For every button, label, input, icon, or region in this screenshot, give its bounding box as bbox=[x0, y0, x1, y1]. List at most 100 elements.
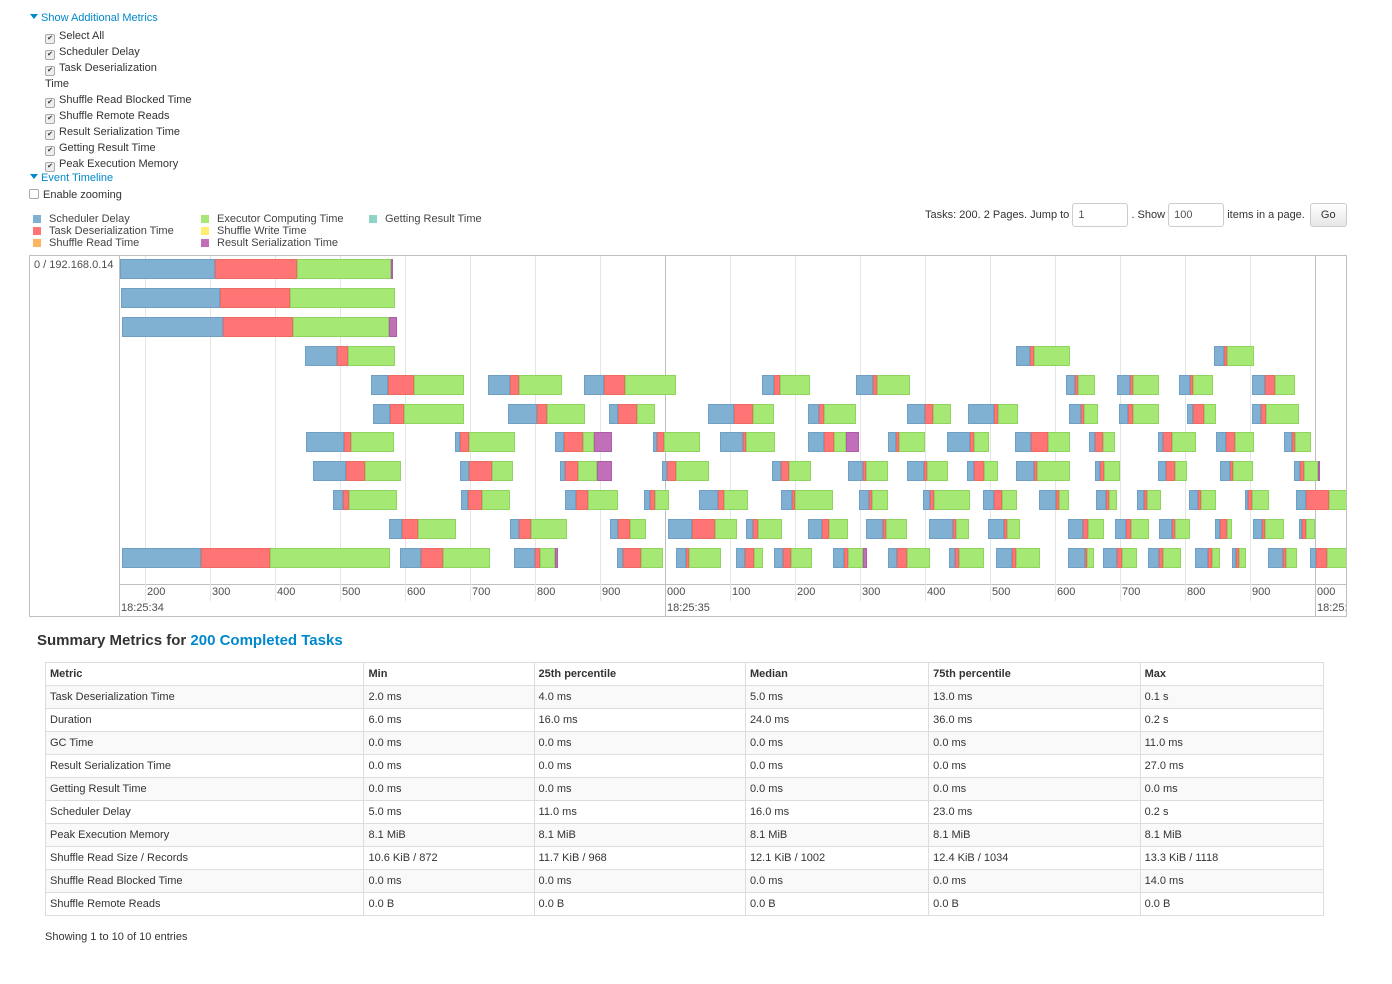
executor-computing-segment[interactable] bbox=[1086, 548, 1095, 568]
task-deserialization-segment[interactable] bbox=[1081, 403, 1085, 424]
task-deserialization-segment[interactable] bbox=[1172, 519, 1176, 540]
scheduler-delay-segment[interactable] bbox=[583, 374, 604, 395]
scheduler-delay-segment[interactable] bbox=[1159, 519, 1173, 540]
executor-computing-segment[interactable] bbox=[828, 519, 849, 540]
scheduler-delay-segment[interactable] bbox=[1253, 519, 1262, 540]
task-deserialization-segment[interactable] bbox=[388, 374, 415, 395]
executor-computing-segment[interactable] bbox=[347, 345, 396, 366]
executor-computing-segment[interactable] bbox=[364, 461, 402, 482]
scheduler-delay-segment[interactable] bbox=[967, 403, 994, 424]
task-deserialization-segment[interactable] bbox=[824, 432, 835, 453]
executor-computing-segment[interactable] bbox=[1201, 490, 1217, 511]
scheduler-delay-segment[interactable] bbox=[1038, 490, 1057, 511]
executor-computing-segment[interactable] bbox=[834, 432, 846, 453]
scheduler-delay-segment[interactable] bbox=[371, 374, 389, 395]
scheduler-delay-segment[interactable] bbox=[746, 519, 753, 540]
task-deserialization-segment[interactable] bbox=[1125, 519, 1132, 540]
scheduler-delay-segment[interactable] bbox=[832, 548, 844, 568]
scheduler-delay-segment[interactable] bbox=[982, 490, 994, 511]
task-deserialization-segment[interactable] bbox=[869, 490, 872, 511]
metric-option[interactable]: ✔ Peak Execution Memory bbox=[45, 156, 178, 172]
page-size-input[interactable]: 100 bbox=[1168, 203, 1225, 228]
task-deserialization-segment[interactable] bbox=[1207, 548, 1213, 568]
executor-computing-segment[interactable] bbox=[754, 548, 764, 568]
checkbox-checked-icon[interactable]: ✔ bbox=[45, 66, 55, 76]
task-deserialization-segment[interactable] bbox=[897, 548, 907, 568]
executor-computing-segment[interactable] bbox=[531, 519, 567, 540]
executor-computing-segment[interactable] bbox=[1305, 519, 1316, 540]
executor-computing-segment[interactable] bbox=[418, 519, 456, 540]
executor-computing-segment[interactable] bbox=[848, 548, 864, 568]
executor-computing-segment[interactable] bbox=[746, 432, 775, 453]
task-deserialization-segment[interactable] bbox=[1127, 403, 1133, 424]
scheduler-delay-segment[interactable] bbox=[906, 403, 925, 424]
executor-computing-segment[interactable] bbox=[1133, 403, 1160, 424]
executor-computing-segment[interactable] bbox=[956, 519, 970, 540]
task-deserialization-segment[interactable] bbox=[1316, 548, 1327, 568]
metric-option[interactable]: ✔ Select All bbox=[45, 28, 104, 44]
scheduler-delay-segment[interactable] bbox=[507, 403, 537, 424]
executor-computing-segment[interactable] bbox=[492, 461, 513, 482]
scheduler-delay-segment[interactable] bbox=[1251, 374, 1265, 395]
scheduler-delay-segment[interactable] bbox=[609, 519, 619, 540]
task-deserialization-segment[interactable] bbox=[657, 432, 664, 453]
column-header[interactable]: Median bbox=[744, 662, 930, 686]
executor-computing-segment[interactable] bbox=[789, 461, 812, 482]
scheduler-delay-segment[interactable] bbox=[1186, 403, 1193, 424]
executor-computing-segment[interactable] bbox=[795, 490, 833, 511]
task-deserialization-segment[interactable] bbox=[468, 490, 482, 511]
scheduler-delay-segment[interactable] bbox=[1251, 403, 1262, 424]
task-deserialization-segment[interactable] bbox=[1144, 490, 1148, 511]
task-deserialization-segment[interactable] bbox=[1261, 403, 1267, 424]
task-deserialization-segment[interactable] bbox=[718, 490, 725, 511]
metric-option[interactable]: ✔ Getting Result Time bbox=[45, 140, 156, 156]
scheduler-delay-segment[interactable] bbox=[1179, 374, 1191, 395]
task-deserialization-segment[interactable] bbox=[969, 432, 974, 453]
scheduler-delay-segment[interactable] bbox=[122, 316, 224, 337]
task-deserialization-segment[interactable] bbox=[535, 548, 541, 568]
task-deserialization-segment[interactable] bbox=[1095, 432, 1104, 453]
event-timeline[interactable]: 0 / 192.168.0.14 200 300 400 500 600 700 800 90… bbox=[29, 255, 1347, 617]
executor-computing-segment[interactable] bbox=[624, 374, 677, 395]
executor-computing-segment[interactable] bbox=[791, 548, 812, 568]
metric-option[interactable]: ✔ Result Serialization Time bbox=[45, 124, 180, 140]
scheduler-delay-segment[interactable] bbox=[460, 461, 469, 482]
scheduler-delay-segment[interactable] bbox=[488, 374, 511, 395]
executor-computing-segment[interactable] bbox=[1036, 461, 1070, 482]
task-deserialization-segment[interactable] bbox=[783, 548, 792, 568]
executor-computing-segment[interactable] bbox=[1274, 374, 1295, 395]
executor-computing-segment[interactable] bbox=[689, 548, 721, 568]
scheduler-delay-segment[interactable] bbox=[399, 548, 422, 568]
executor-computing-segment[interactable] bbox=[871, 490, 888, 511]
result-serialization-segment[interactable] bbox=[863, 548, 868, 568]
task-deserialization-segment[interactable] bbox=[993, 490, 1002, 511]
task-deserialization-segment[interactable] bbox=[1264, 374, 1275, 395]
scheduler-delay-segment[interactable] bbox=[947, 432, 970, 453]
scheduler-delay-segment[interactable] bbox=[1214, 345, 1225, 366]
checkbox-checked-icon[interactable]: ✔ bbox=[45, 114, 55, 124]
executor-computing-segment[interactable] bbox=[540, 548, 556, 568]
scheduler-delay-segment[interactable] bbox=[1157, 432, 1163, 453]
task-deserialization-segment[interactable] bbox=[954, 548, 959, 568]
scheduler-delay-segment[interactable] bbox=[555, 432, 565, 453]
scheduler-delay-segment[interactable] bbox=[887, 432, 896, 453]
executor-computing-segment[interactable] bbox=[1047, 432, 1070, 453]
task-deserialization-segment[interactable] bbox=[744, 548, 755, 568]
executor-computing-segment[interactable] bbox=[414, 374, 465, 395]
task-deserialization-segment[interactable] bbox=[1034, 461, 1037, 482]
scheduler-delay-segment[interactable] bbox=[1066, 374, 1076, 395]
task-deserialization-segment[interactable] bbox=[863, 461, 866, 482]
scheduler-delay-segment[interactable] bbox=[1095, 461, 1100, 482]
executor-computing-segment[interactable] bbox=[1147, 490, 1161, 511]
task-deserialization-segment[interactable] bbox=[564, 461, 578, 482]
task-deserialization-segment[interactable] bbox=[1004, 519, 1007, 540]
scheduler-delay-segment[interactable] bbox=[676, 548, 686, 568]
task-deserialization-segment[interactable] bbox=[1106, 490, 1109, 511]
column-header[interactable]: 25th percentile bbox=[533, 662, 746, 686]
scheduler-delay-segment[interactable] bbox=[1220, 461, 1230, 482]
executor-computing-segment[interactable] bbox=[349, 490, 398, 511]
scheduler-delay-segment[interactable] bbox=[988, 519, 1005, 540]
task-deserialization-segment[interactable] bbox=[343, 432, 352, 453]
task-deserialization-segment[interactable] bbox=[223, 316, 294, 337]
column-header[interactable]: 75th percentile bbox=[928, 662, 1141, 686]
